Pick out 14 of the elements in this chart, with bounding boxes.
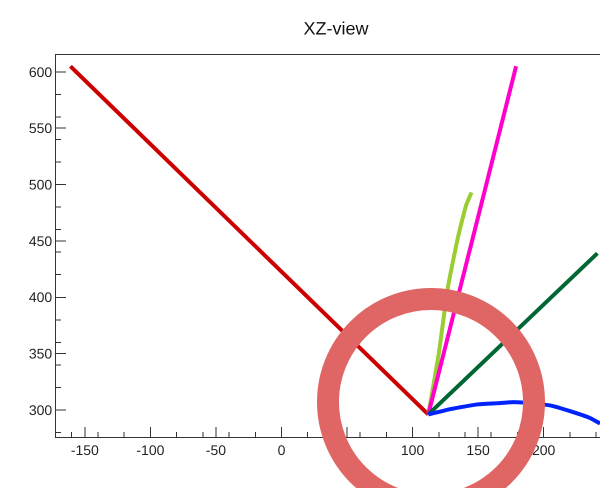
chart-title: XZ-view [303, 18, 370, 39]
y-tick-label: 450 [28, 232, 52, 249]
x-tick-label: -150 [70, 442, 100, 458]
x-tick-label: 100 [400, 442, 424, 458]
y-tick-label: 500 [28, 176, 52, 192]
x-tick-label: -100 [136, 442, 165, 458]
y-tick-label: 600 [28, 64, 52, 80]
y-tick-label: 350 [28, 346, 52, 362]
y-tick-label: 400 [28, 289, 52, 306]
x-tick-label: 150 [466, 442, 490, 458]
x-tick-label: 0 [278, 442, 286, 458]
y-tick-label: 300 [28, 402, 52, 418]
x-tick-label: -50 [206, 442, 226, 458]
y-tick-label: 550 [28, 120, 52, 136]
